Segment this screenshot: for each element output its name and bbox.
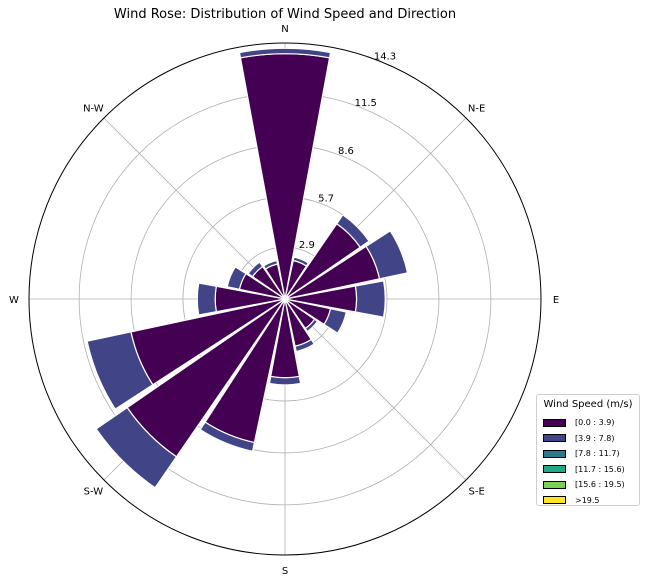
wind-bars: [28, 42, 542, 556]
bar-225-bin-1: [95, 406, 178, 489]
legend: Wind Speed (m/s) [0.0 : 3.9) [3.9 : 7.8)[…: [536, 394, 640, 506]
radial-tick-label-1: 2.9: [299, 240, 315, 251]
legend-swatch: [543, 434, 566, 443]
bar-157.5-bin-1: [294, 338, 316, 353]
bar-292.5-bin-1: [226, 266, 247, 291]
legend-swatch: [543, 449, 566, 458]
legend-item-2: [3.9 : 7.8): [543, 431, 633, 447]
bar-247.5-bin-1: [86, 331, 154, 410]
radial-tick-label-3: 8.6: [338, 146, 354, 157]
radial-tick-label-5: 14.3: [374, 51, 396, 62]
legend-item-4: [11.7 : 15.6): [543, 462, 633, 478]
bar-112.5-bin-1: [323, 307, 347, 334]
legend-label: [7.8 : 11.7): [575, 449, 620, 459]
bar-270-bin-1: [196, 282, 218, 316]
legend-label: [15.6 : 19.5): [575, 480, 625, 490]
compass-label-s: S: [282, 566, 288, 577]
legend-swatch: [543, 418, 566, 427]
compass-label-e: E: [553, 295, 559, 306]
bar-67.5-bin-1: [365, 229, 409, 280]
outer-circle: [28, 42, 542, 556]
bar-337.5-bin-1: [262, 259, 279, 270]
legend-items: [0.0 : 3.9) [3.9 : 7.8) [7.8 : 11.7) [11.7 …: [543, 415, 633, 508]
bar-90-bin-1: [354, 280, 386, 318]
compass-label-s-w: S-W: [84, 487, 104, 498]
bar-0-bin-1: [238, 47, 332, 59]
axis-labels: 2.9 5.7 8.6 11.5 14.3 N N-E E S-E S S-W W N-W: [9, 24, 559, 577]
bar-180-bin-1: [268, 375, 302, 386]
grid-spoke-4: [284, 298, 467, 481]
compass-label-n-w: N-W: [83, 103, 104, 114]
bar-315-bin-1: [247, 261, 264, 278]
compass-label-n: N: [281, 24, 288, 35]
legend-label: [0.0 : 3.9): [575, 418, 615, 428]
compass-label-s-e: S-E: [468, 487, 484, 498]
legend-title: Wind Speed (m/s): [543, 399, 633, 410]
radial-tick-label-2: 5.7: [318, 194, 334, 205]
legend-swatch: [543, 465, 566, 474]
radial-tick-label-4: 11.5: [355, 98, 377, 109]
bar-135-bin-1: [304, 318, 319, 333]
compass-label-w: W: [9, 295, 19, 306]
legend-label: [3.9 : 7.8): [575, 433, 615, 443]
legend-item-1: [0.0 : 3.9): [543, 415, 633, 431]
bar-45-bin-1: [335, 214, 370, 249]
bar-202.5-bin-1: [199, 421, 256, 453]
legend-item-3: [7.8 : 11.7): [543, 446, 633, 462]
compass-label-n-e: N-E: [468, 103, 485, 114]
legend-swatch: [543, 496, 566, 505]
legend-label: >19.5: [575, 495, 600, 505]
bar-22.5-bin-1: [292, 256, 310, 267]
legend-item-6: >19.5: [543, 493, 633, 509]
legend-swatch: [543, 480, 566, 489]
legend-item-5: [15.6 : 19.5): [543, 477, 633, 493]
legend-label: [11.7 : 15.6): [575, 464, 625, 474]
chart-title: Wind Rose: Distribution of Wind Speed an…: [114, 7, 456, 22]
